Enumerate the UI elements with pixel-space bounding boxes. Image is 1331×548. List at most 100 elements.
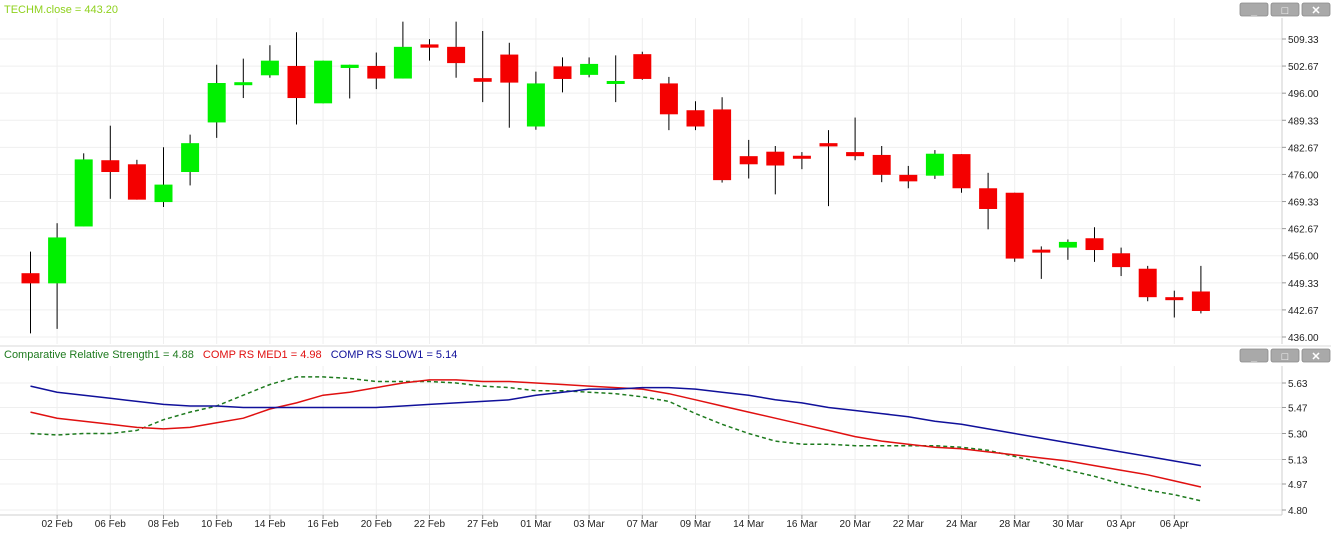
candle <box>74 153 93 227</box>
candle <box>792 152 811 170</box>
x-tick-label: 16 Feb <box>308 519 340 530</box>
candle <box>101 125 120 199</box>
candle <box>420 39 439 61</box>
candle-body-down <box>686 110 705 127</box>
indicator-tick-label: 5.13 <box>1288 456 1308 467</box>
candle <box>1005 192 1024 262</box>
candle-body-up <box>74 159 93 227</box>
candle <box>1032 246 1051 279</box>
candle-body-up <box>314 60 333 104</box>
candle-body-down <box>500 54 519 83</box>
indicator-y-axis: 5.63 5.47 5.30 5.13 4.97 4.80 <box>1282 379 1308 517</box>
candle-body-down <box>1032 249 1051 253</box>
close-button[interactable]: ✕ <box>1301 348 1331 363</box>
candle <box>393 21 412 79</box>
minimize-button[interactable]: _ <box>1239 2 1269 17</box>
candle-body-up <box>154 184 173 203</box>
indicator-tick-label: 5.30 <box>1288 429 1308 440</box>
candle-body-down <box>1085 238 1104 251</box>
candle <box>48 223 67 329</box>
candle <box>872 146 891 183</box>
price-tick-label: 436.00 <box>1288 333 1319 344</box>
candle-body-down <box>101 160 120 173</box>
candle-body-down <box>447 46 466 64</box>
price-tick-label: 482.67 <box>1288 143 1319 154</box>
candle-body-down <box>1112 253 1131 268</box>
candle <box>340 64 359 99</box>
price-tick-label: 456.00 <box>1288 252 1319 263</box>
candle <box>127 159 146 200</box>
indicator-panel-grid <box>0 366 1282 515</box>
price-tick-label: 489.33 <box>1288 116 1319 127</box>
price-tick-label: 449.33 <box>1288 279 1319 290</box>
window-button-face <box>1301 348 1331 363</box>
candle-body-down <box>846 152 865 157</box>
price-tick-label: 469.33 <box>1288 198 1319 209</box>
candle-body-down <box>739 156 758 165</box>
candle-body-down <box>899 174 918 182</box>
legend-rs-slow: COMP RS SLOW1 = 5.14 <box>331 349 458 361</box>
candle-body-down <box>659 83 678 115</box>
candle <box>899 165 918 189</box>
candle <box>739 139 758 179</box>
candle <box>447 21 466 78</box>
candle <box>713 97 732 183</box>
candle <box>1191 265 1210 314</box>
candle <box>367 52 386 90</box>
candle <box>925 150 944 179</box>
candle <box>766 146 785 195</box>
candle <box>1058 239 1077 260</box>
candle <box>553 57 572 93</box>
maximize-button[interactable]: □ <box>1270 2 1300 17</box>
x-tick-label: 08 Feb <box>148 519 180 530</box>
candle <box>1165 290 1184 318</box>
window-button-face <box>1301 2 1331 17</box>
maximize-button[interactable]: □ <box>1270 348 1300 363</box>
x-tick-label: 02 Feb <box>42 519 74 530</box>
candle-body-down <box>127 164 146 200</box>
candle-body-down <box>21 273 40 284</box>
x-tick-label: 22 Feb <box>414 519 446 530</box>
x-axis: 02 Feb 06 Feb 08 Feb 10 Feb 14 Feb 16 Feb 20 F… <box>0 514 1282 530</box>
candle-body-down <box>872 154 891 175</box>
candle-body-up <box>48 237 67 284</box>
x-tick-label: 20 Mar <box>840 519 872 530</box>
candlestick-series <box>21 21 1210 334</box>
candle <box>500 42 519 128</box>
candle <box>659 76 678 131</box>
price-tick-label: 509.33 <box>1288 35 1319 46</box>
indicator-legend: Comparative Relative Strength1 = 4.88 CO… <box>4 349 457 361</box>
candle <box>846 117 865 161</box>
minimize-icon: _ <box>1250 5 1258 17</box>
window-button-face <box>1239 2 1269 17</box>
candle-body-down <box>979 188 998 209</box>
candle-body-down <box>713 109 732 181</box>
x-tick-label: 03 Apr <box>1107 519 1137 530</box>
legend-rs-med: COMP RS MED1 = 4.98 <box>203 349 322 361</box>
candle <box>314 60 333 104</box>
window-button-face <box>1270 348 1300 363</box>
indicator-tick-label: 5.63 <box>1288 379 1308 390</box>
candle-body-down <box>420 44 439 48</box>
price-panel-window-buttons: _ □ ✕ <box>1239 2 1331 17</box>
candle <box>234 58 253 99</box>
minimize-button[interactable]: _ <box>1239 348 1269 363</box>
x-tick-label: 30 Mar <box>1052 519 1084 530</box>
candle <box>1138 265 1157 302</box>
indicator-tick-label: 4.97 <box>1288 480 1308 491</box>
indicator-series <box>30 376 1202 502</box>
candle-body-down <box>1191 291 1210 311</box>
price-tick-label: 502.67 <box>1288 62 1319 73</box>
candle <box>21 251 40 334</box>
candle <box>207 64 226 138</box>
candle <box>260 45 279 78</box>
series-line <box>30 385 1202 467</box>
candle-body-down <box>792 155 811 159</box>
candle <box>952 154 971 193</box>
candle-body-down <box>553 66 572 79</box>
candle-body-up <box>340 64 359 68</box>
candle <box>580 57 599 78</box>
close-button[interactable]: ✕ <box>1301 2 1331 17</box>
